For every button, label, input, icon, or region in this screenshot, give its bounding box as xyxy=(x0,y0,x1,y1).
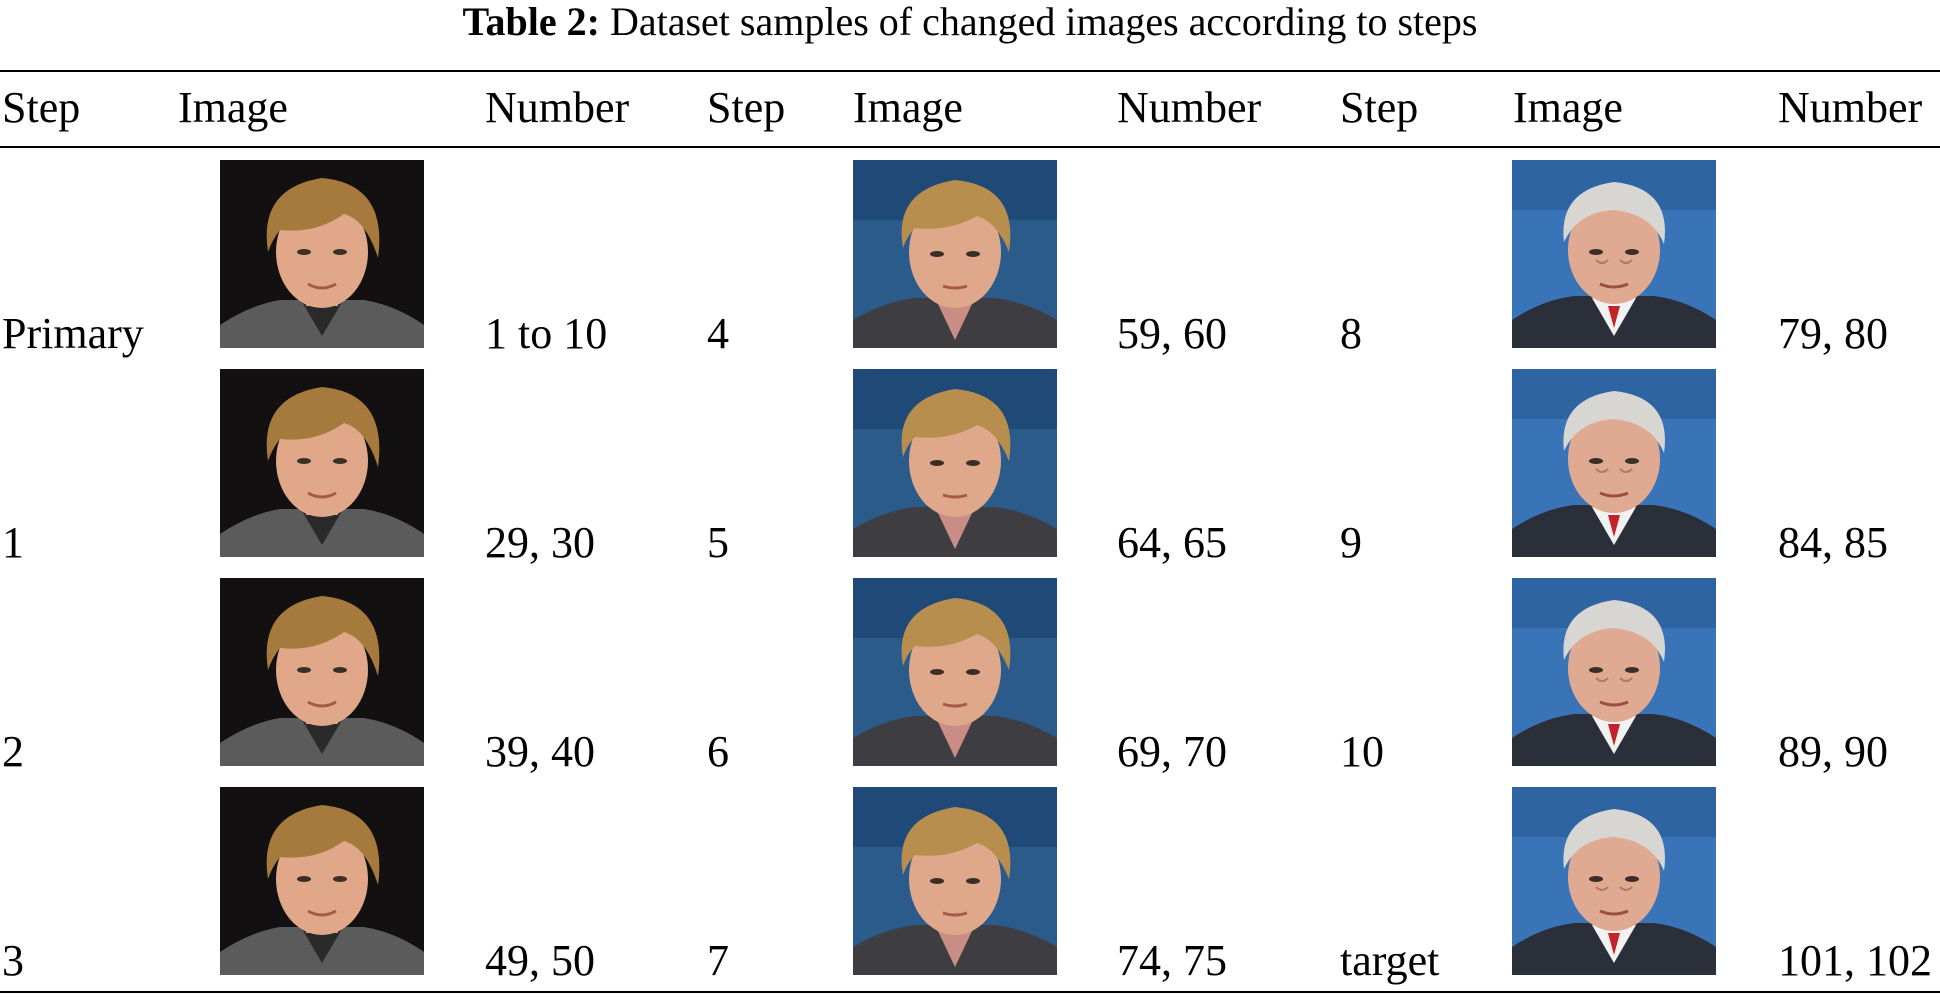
cell-step: 2 xyxy=(2,727,24,776)
cell-number: 69, 70 xyxy=(1117,727,1227,776)
table-bottom-rule xyxy=(0,991,1940,993)
table-caption: Table 2: Dataset samples of changed imag… xyxy=(0,0,1940,44)
caption-text: Dataset samples of changed images accord… xyxy=(609,0,1478,44)
cell-number: 101, 102 xyxy=(1778,936,1932,985)
cell-step: 9 xyxy=(1340,518,1362,567)
caption-label: Table 2: xyxy=(462,0,600,44)
cell-number: 1 to 10 xyxy=(485,309,608,358)
cell-step: 10 xyxy=(1340,727,1384,776)
portrait-image xyxy=(853,160,1057,348)
table-header-rule xyxy=(0,146,1940,148)
cell-step: 8 xyxy=(1340,309,1362,358)
header-number-1: Number xyxy=(485,83,630,132)
portrait-image xyxy=(1512,369,1716,557)
portrait-image xyxy=(1512,787,1716,975)
cell-step: 3 xyxy=(2,936,24,985)
cell-number: 89, 90 xyxy=(1778,727,1888,776)
cell-number: 79, 80 xyxy=(1778,309,1888,358)
portrait-image xyxy=(1512,160,1716,348)
cell-step: Primary xyxy=(2,309,144,358)
cell-number: 84, 85 xyxy=(1778,518,1888,567)
portrait-image xyxy=(1512,578,1716,766)
header-image-2: Image xyxy=(853,83,963,132)
portrait-image xyxy=(220,787,424,975)
portrait-image xyxy=(220,160,424,348)
cell-number: 74, 75 xyxy=(1117,936,1227,985)
portrait-image xyxy=(853,787,1057,975)
cell-step: 1 xyxy=(2,518,24,567)
table-top-rule xyxy=(0,70,1940,72)
portrait-image xyxy=(853,369,1057,557)
portrait-image xyxy=(220,578,424,766)
header-number-3: Number xyxy=(1778,83,1923,132)
header-number-2: Number xyxy=(1117,83,1262,132)
header-step-2: Step xyxy=(707,83,786,132)
cell-number: 29, 30 xyxy=(485,518,595,567)
header-image-1: Image xyxy=(178,83,288,132)
cell-step: target xyxy=(1340,936,1440,985)
header-step-3: Step xyxy=(1340,83,1419,132)
cell-step: 4 xyxy=(707,309,729,358)
cell-number: 39, 40 xyxy=(485,727,595,776)
portrait-image xyxy=(853,578,1057,766)
header-step-1: Step xyxy=(2,83,81,132)
header-image-3: Image xyxy=(1513,83,1623,132)
cell-step: 7 xyxy=(707,936,729,985)
cell-number: 64, 65 xyxy=(1117,518,1227,567)
portrait-image xyxy=(220,369,424,557)
cell-number: 49, 50 xyxy=(485,936,595,985)
cell-step: 6 xyxy=(707,727,729,776)
cell-number: 59, 60 xyxy=(1117,309,1227,358)
cell-step: 5 xyxy=(707,518,729,567)
